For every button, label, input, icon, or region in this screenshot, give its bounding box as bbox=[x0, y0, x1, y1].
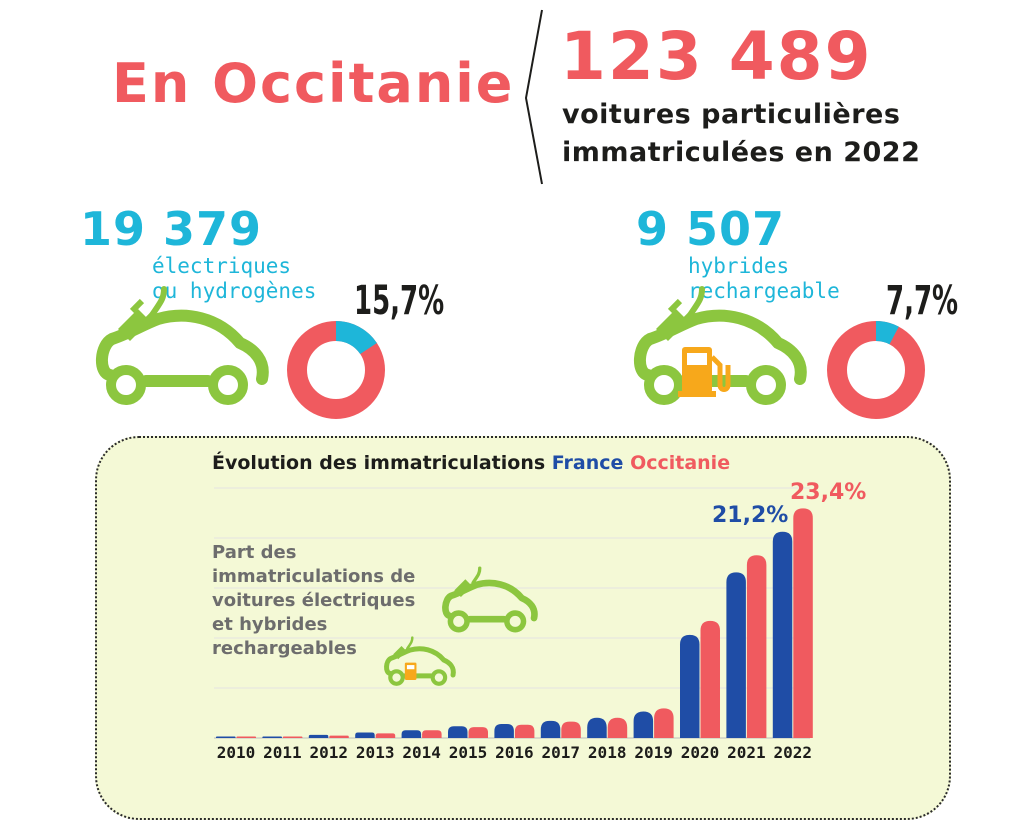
x-tick-label: 2012 bbox=[310, 743, 349, 762]
x-tick-label: 2011 bbox=[263, 743, 302, 762]
bar-france-2018 bbox=[587, 717, 607, 738]
total-caption: voitures particulières immatriculées en … bbox=[562, 96, 920, 172]
plugin-hybrid-car-icon bbox=[634, 286, 807, 405]
legend-france: France bbox=[551, 452, 624, 474]
plugin-hybrid-label-line-1: hybrides bbox=[688, 254, 790, 278]
x-tick-label: 2022 bbox=[774, 743, 813, 762]
bar-occitanie-2015 bbox=[468, 727, 488, 738]
bar-occitanie-2013 bbox=[375, 733, 396, 738]
chart-title-text: Évolution des immatriculations bbox=[212, 452, 546, 474]
chart-note-line-4: et hybrides bbox=[212, 614, 328, 635]
electric-car-icon bbox=[96, 286, 269, 405]
x-tick-label: 2020 bbox=[681, 743, 720, 762]
bar-occitanie-2017 bbox=[561, 721, 581, 738]
bar-occitanie-2010 bbox=[236, 736, 256, 738]
x-tick-label: 2016 bbox=[495, 743, 534, 762]
plugin-hybrid-share-donut bbox=[827, 321, 925, 419]
registrations-bar-chart: 2010 2011 2012 2013 2014 2015 2016 2017 2018 2019… bbox=[214, 487, 813, 762]
bar-occitanie-2016 bbox=[514, 724, 535, 738]
x-tick-label: 2017 bbox=[542, 743, 581, 762]
small-plugin-hybrid-car-icon bbox=[384, 636, 456, 686]
chart-note-line-2: immatriculations de bbox=[212, 566, 416, 587]
electric-share-arc bbox=[335, 321, 377, 355]
electric-count: 19 379 bbox=[80, 202, 263, 256]
bar-france-2020 bbox=[680, 634, 700, 738]
bar-france-2019 bbox=[633, 711, 654, 738]
region-title: En Occitanie bbox=[112, 52, 515, 115]
plugin-hybrid-count: 9 507 bbox=[636, 202, 786, 256]
bar-france-2022 bbox=[772, 531, 793, 738]
bracket-divider-icon bbox=[524, 9, 543, 185]
x-tick-label: 2019 bbox=[634, 743, 673, 762]
bar-france-2015 bbox=[448, 726, 468, 738]
chart-title: Évolution des immatriculations France Oc… bbox=[212, 452, 730, 474]
electric-percent: 15,7% bbox=[354, 278, 445, 324]
bar-occitanie-2020 bbox=[700, 620, 720, 738]
x-tick-label: 2021 bbox=[727, 743, 766, 762]
x-tick-label: 2013 bbox=[356, 743, 395, 762]
x-tick-label: 2015 bbox=[449, 743, 488, 762]
bar-france-2021 bbox=[726, 572, 746, 738]
bar-occitanie-2011 bbox=[282, 736, 303, 738]
caption-line-1: voitures particulières bbox=[562, 99, 901, 130]
bar-france-2011 bbox=[262, 736, 282, 738]
plugin-hybrid-label: hybrides rechargeable bbox=[688, 254, 840, 304]
bar-france-2017 bbox=[540, 720, 561, 738]
bar-occitanie-2012 bbox=[329, 735, 349, 738]
plugin-hybrid-percent: 7,7% bbox=[886, 278, 959, 324]
bar-occitanie-2021 bbox=[746, 555, 767, 738]
x-tick-label: 2018 bbox=[588, 743, 627, 762]
plugin-hybrid-share-arc bbox=[875, 321, 899, 345]
legend-occitanie: Occitanie bbox=[630, 452, 731, 474]
x-tick-label: 2014 bbox=[402, 743, 441, 762]
chart-note-line-3: voitures électriques bbox=[212, 590, 416, 611]
bar-occitanie-2014 bbox=[422, 730, 442, 738]
bar-occitanie-2022 bbox=[793, 508, 813, 738]
bar-occitanie-2019 bbox=[654, 708, 674, 738]
bar-france-2013 bbox=[355, 732, 375, 738]
electric-label: électriques ou hydrogènes bbox=[152, 254, 316, 304]
data-label-occitanie-2022: 23,4% bbox=[790, 480, 867, 505]
bar-france-2010 bbox=[216, 736, 236, 738]
electric-share-donut bbox=[287, 321, 385, 419]
electric-label-line-2: ou hydrogènes bbox=[152, 279, 317, 303]
fuel-pump-icon bbox=[678, 347, 731, 397]
bar-occitanie-2018 bbox=[607, 717, 628, 738]
total-registrations: 123 489 bbox=[560, 18, 873, 95]
plugin-hybrid-label-line-2: rechargeable bbox=[688, 279, 840, 303]
chart-note-line-1: Part des bbox=[212, 542, 297, 563]
x-tick-label: 2010 bbox=[217, 743, 256, 762]
electric-label-line-1: électriques bbox=[152, 254, 292, 278]
chart-note: Part des immatriculations de voitures él… bbox=[212, 541, 415, 661]
data-label-france-2021: 21,2% bbox=[712, 503, 789, 528]
bar-france-2014 bbox=[401, 730, 422, 738]
small-electric-car-icon bbox=[442, 566, 538, 633]
bar-france-2016 bbox=[494, 723, 514, 738]
chart-note-line-5: rechargeables bbox=[212, 638, 357, 659]
bar-france-2012 bbox=[308, 734, 329, 738]
caption-line-2: immatriculées en 2022 bbox=[562, 137, 921, 168]
